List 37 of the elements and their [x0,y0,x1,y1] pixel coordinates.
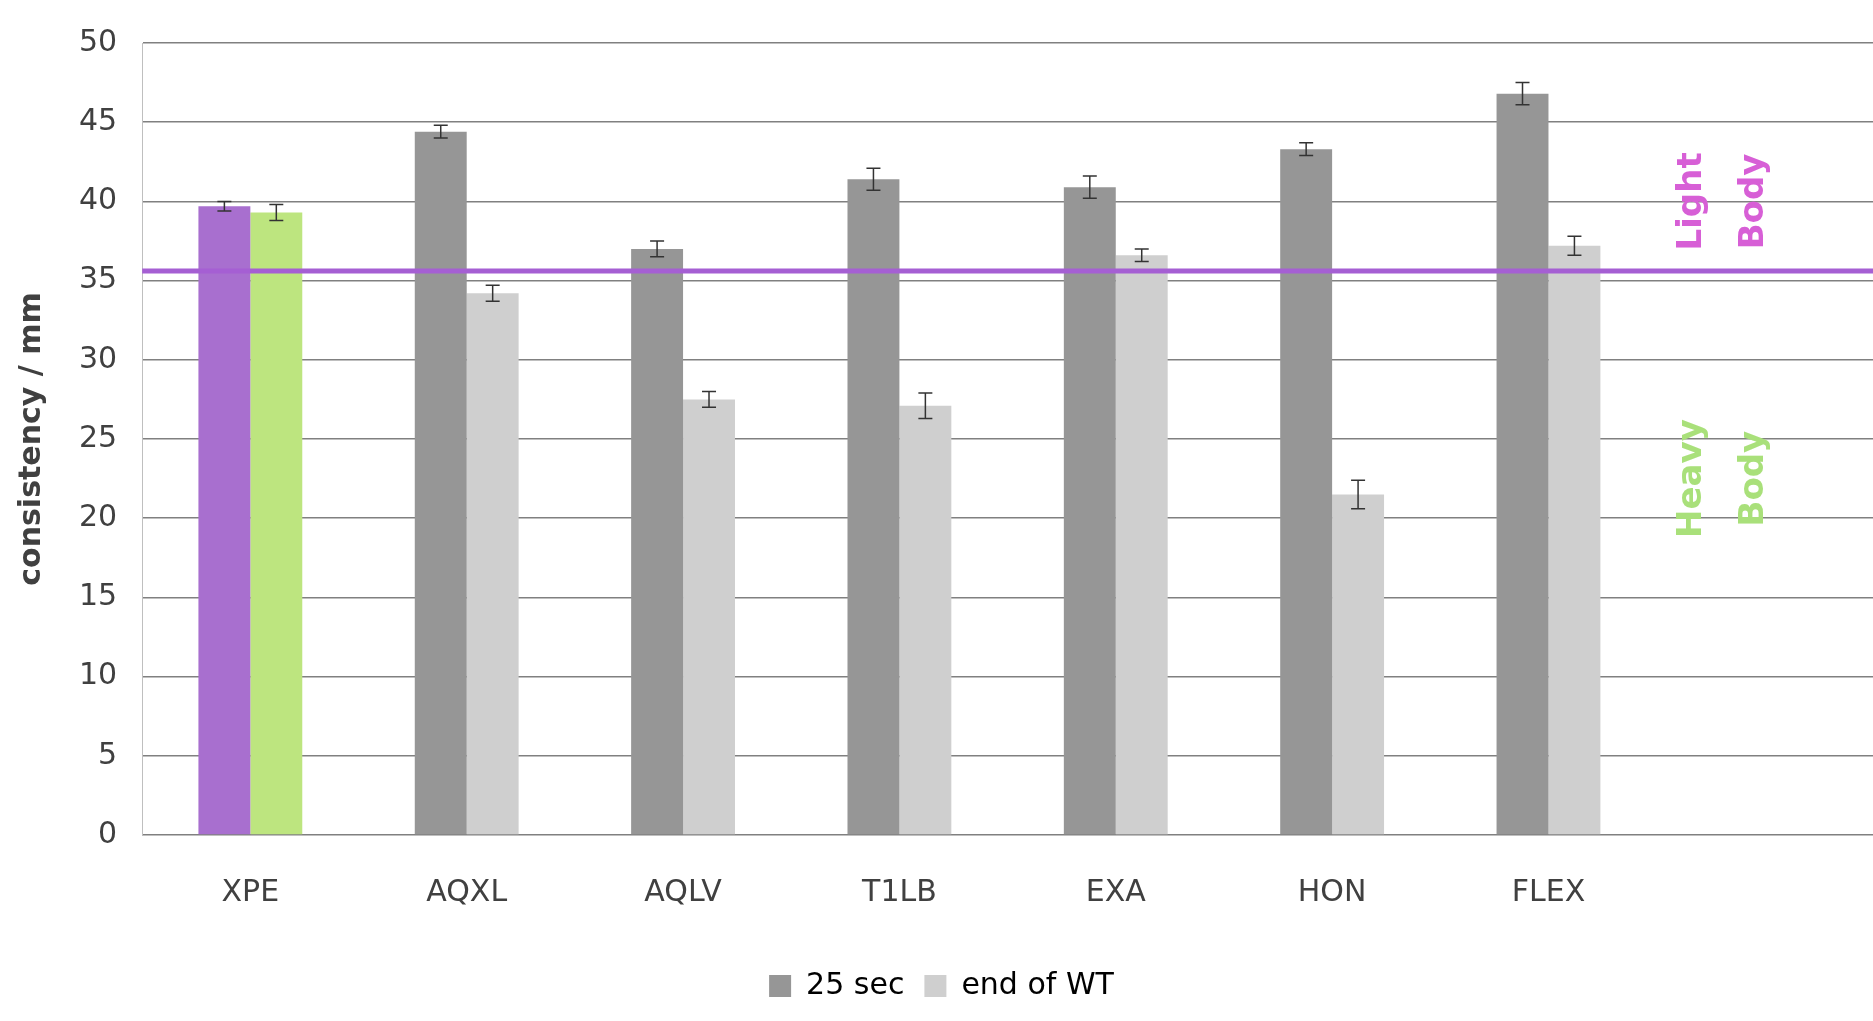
annotation: Light Body [1668,152,1771,251]
bar [1115,255,1168,835]
legend-label: end of WT [961,965,1115,1001]
bar [1496,93,1549,835]
y-tick-label: 15 [78,577,118,613]
x-tick-label: AQXL [426,872,508,908]
annotation: Heavy Body [1668,419,1771,538]
x-tick-label: AQLV [644,872,723,908]
y-tick-label: 25 [78,418,118,454]
bar [198,206,251,835]
y-tick-label: 30 [78,339,118,375]
bar [466,293,519,835]
bar [847,179,900,835]
bar [631,248,684,835]
bar [1332,494,1385,835]
bar [899,405,952,835]
x-tick-label: XPE [221,872,280,908]
y-tick-label: 10 [78,656,118,692]
x-tick-label: EXA [1085,872,1147,908]
x-tick-label: T1LB [861,872,937,908]
y-tick-label: 0 [98,814,118,850]
bar [1280,149,1333,835]
bar [1548,245,1601,835]
y-tick-label: 50 [78,22,118,58]
y-axis-title: consistency / mm [11,292,47,586]
y-tick-label: 5 [98,735,118,771]
y-tick-label: 40 [78,181,118,217]
bar [414,131,467,835]
x-tick-label: HON [1297,872,1367,908]
bar [683,399,735,835]
x-tick-label: FLEX [1511,872,1586,908]
y-tick-label: 35 [78,260,118,296]
bar [250,212,303,835]
y-tick-label: 45 [78,102,118,137]
bar [1063,187,1116,835]
y-tick-label: 20 [78,498,118,533]
legend-label: 25 sec [806,965,905,1001]
